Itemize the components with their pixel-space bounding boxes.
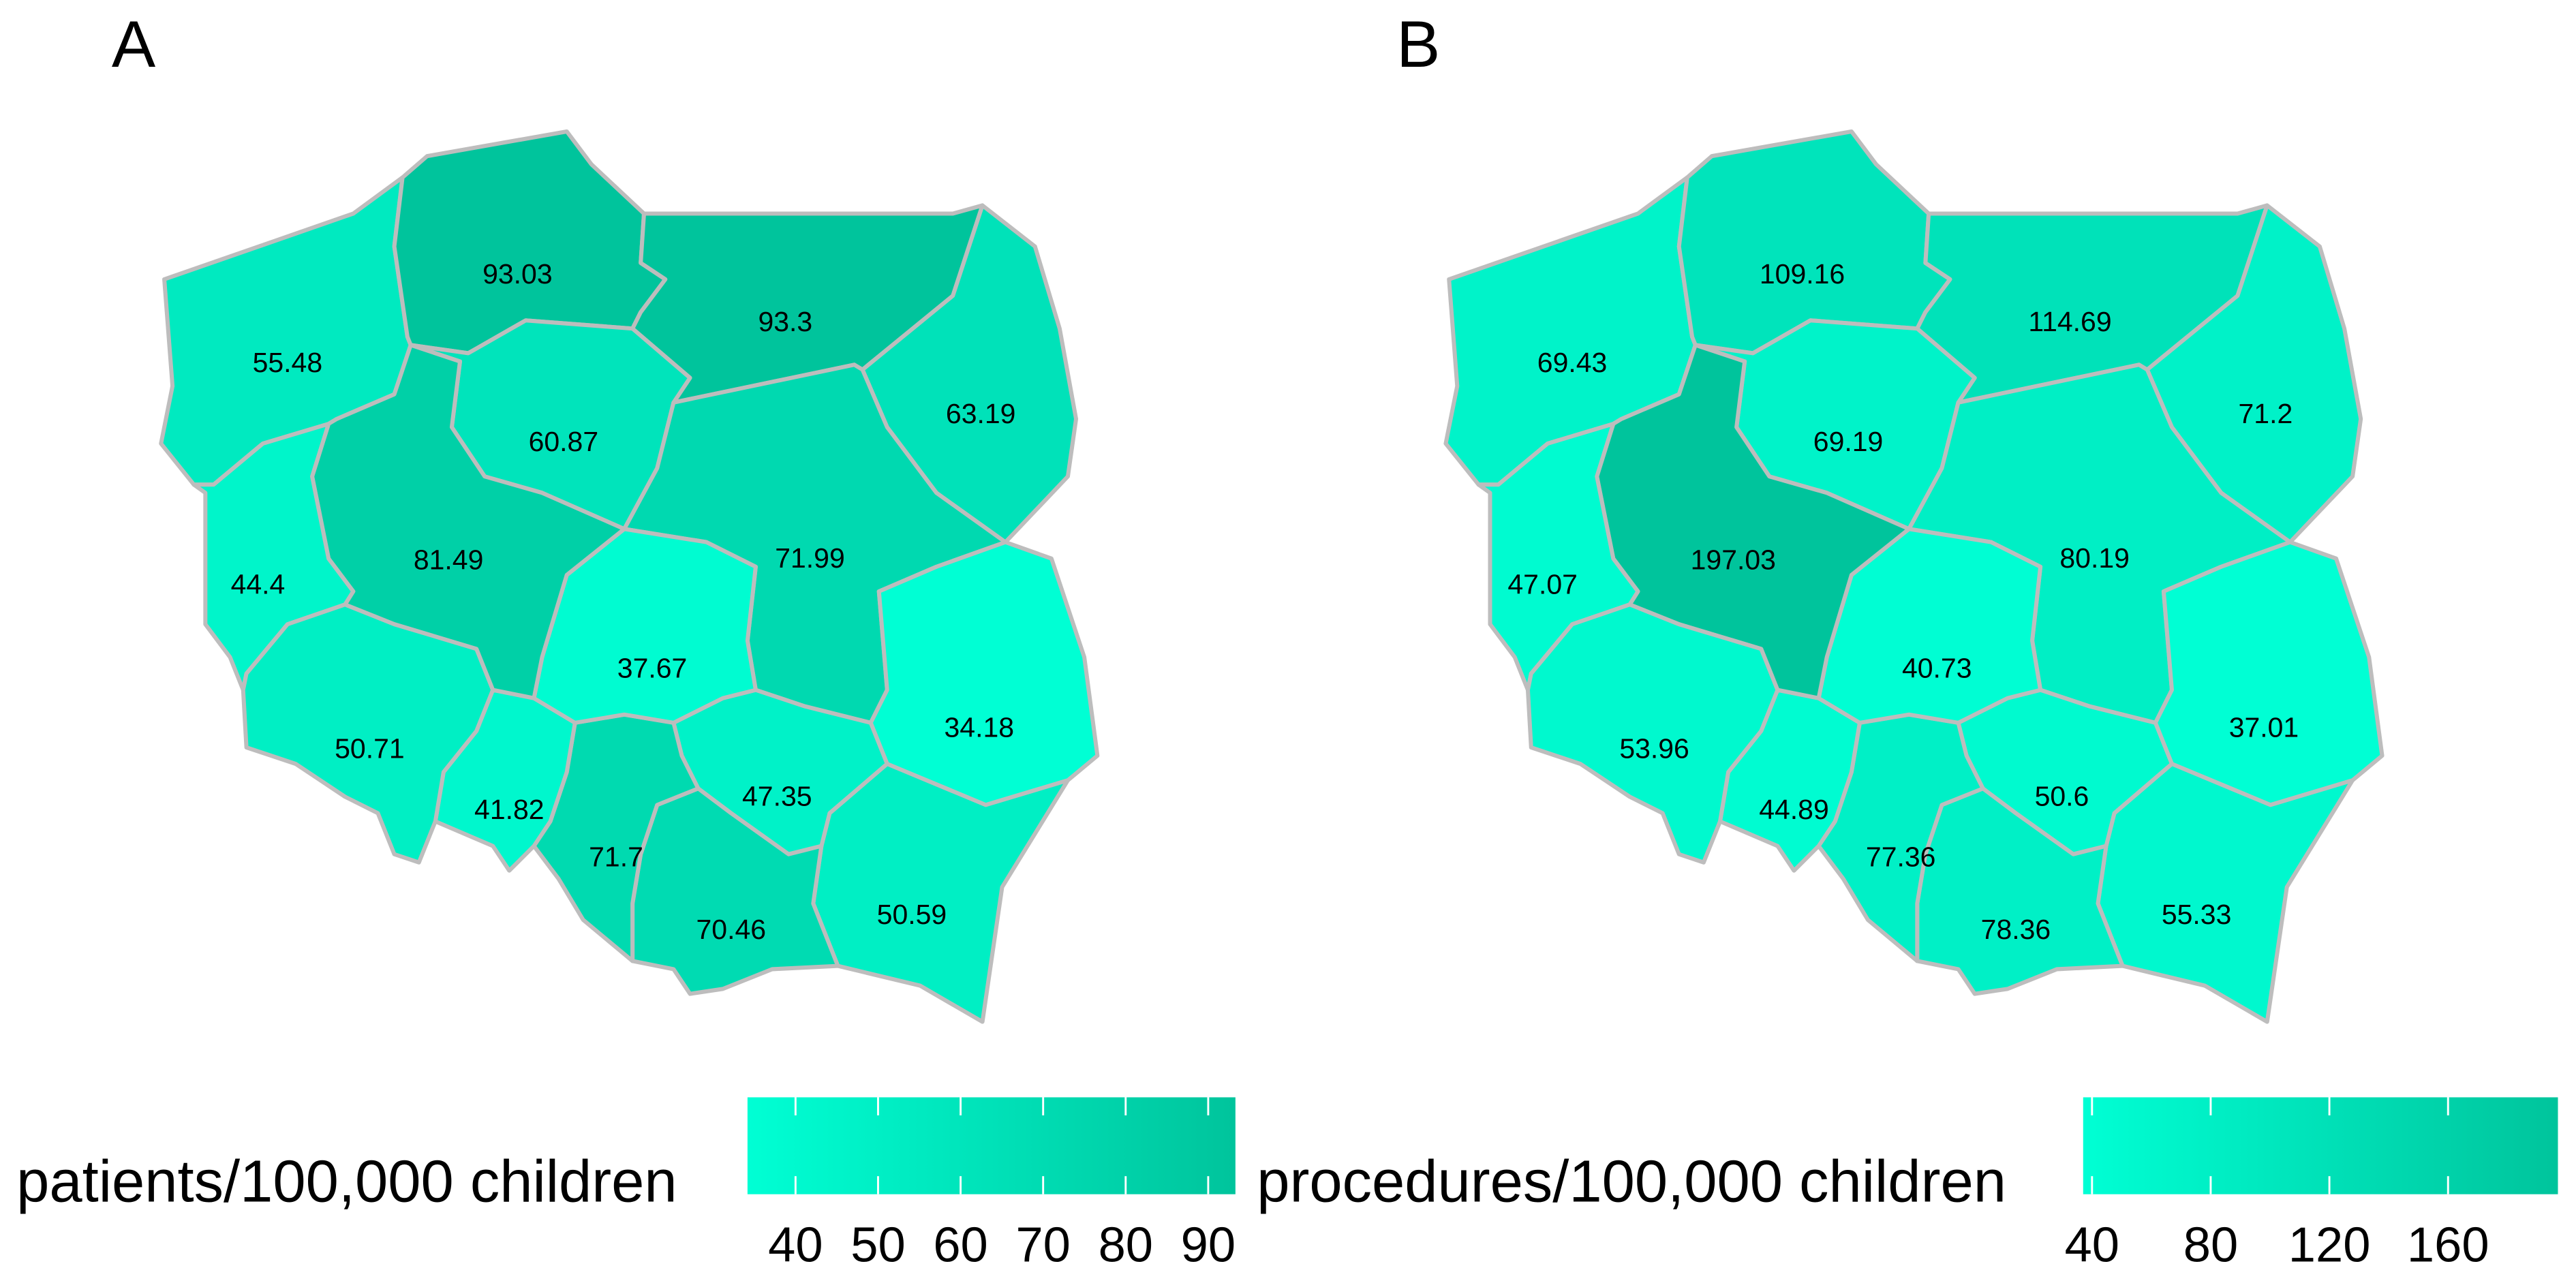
region-value-label: 63.19 <box>946 398 1016 429</box>
region-value-label: 34.18 <box>945 711 1015 743</box>
region-value-label: 71.7 <box>589 841 643 873</box>
region-value-label: 40.73 <box>1902 653 1972 684</box>
region-value-label: 37.67 <box>617 653 688 684</box>
region-value-label: 93.3 <box>758 306 812 337</box>
tick-label: 50 <box>850 1218 905 1272</box>
region-value-label: 71.2 <box>2239 398 2293 429</box>
map-panel: B 69.43 109.16 114.69 71.2 69.19 80.19 37.01 55.… <box>1257 8 2558 1272</box>
tick-label: 90 <box>1181 1218 1236 1272</box>
legend-title: procedures/100,000 children <box>1257 1149 2006 1215</box>
region-value-label: 78.36 <box>1981 914 2051 945</box>
region-value-label: 93.03 <box>482 258 553 290</box>
panel-letter: B <box>1396 8 1440 81</box>
region <box>1525 602 1780 865</box>
region-value-label: 50.59 <box>877 899 947 930</box>
tick-label: 80 <box>1099 1218 1153 1272</box>
region-value-label: 55.33 <box>2162 899 2232 930</box>
region-value-label: 60.87 <box>529 426 599 457</box>
region <box>868 540 1100 807</box>
region-value-label: 47.07 <box>1507 569 1578 600</box>
region-value-label: 44.4 <box>231 569 286 600</box>
tick-label: 80 <box>2183 1218 2238 1272</box>
map-panel: A 55.48 93.03 93.3 63.19 60.87 71.99 34.18 50.59… <box>16 8 1236 1272</box>
region <box>2153 540 2385 807</box>
region-value-label: 71.99 <box>775 542 845 574</box>
region-value-label: 50.6 <box>2035 781 2089 812</box>
region-value-label: 44.89 <box>1759 794 1829 825</box>
region-value-label: 114.69 <box>2028 306 2111 337</box>
colorbar <box>747 1097 1236 1194</box>
region-value-label: 41.82 <box>474 794 545 825</box>
region <box>241 602 495 865</box>
tick-label: 40 <box>768 1218 823 1272</box>
region-value-label: 55.48 <box>253 347 323 378</box>
legend-title: patients/100,000 children <box>16 1149 677 1215</box>
region-value-label: 109.16 <box>1760 258 1845 290</box>
panel-letter: A <box>112 8 156 81</box>
region-value-label: 37.01 <box>2229 711 2299 743</box>
region <box>2096 762 2355 1024</box>
tick-label: 60 <box>933 1218 987 1272</box>
tick-label: 40 <box>2065 1218 2119 1272</box>
region-value-label: 197.03 <box>1691 544 1776 575</box>
tick-label: 70 <box>1015 1218 1070 1272</box>
colorbar <box>2083 1097 2558 1194</box>
region-value-label: 69.43 <box>1537 347 1608 378</box>
region-value-label: 80.19 <box>2059 542 2130 574</box>
region-value-label: 81.49 <box>414 544 484 575</box>
region-value-label: 69.19 <box>1813 426 1884 457</box>
region <box>811 762 1070 1024</box>
tick-label: 160 <box>2407 1218 2489 1272</box>
region-value-label: 77.36 <box>1866 841 1936 873</box>
region-value-label: 50.71 <box>335 733 405 764</box>
region-value-label: 70.46 <box>696 914 767 945</box>
tick-label: 120 <box>2288 1218 2371 1272</box>
region-value-label: 53.96 <box>1619 733 1689 764</box>
region-value-label: 47.35 <box>742 781 812 812</box>
